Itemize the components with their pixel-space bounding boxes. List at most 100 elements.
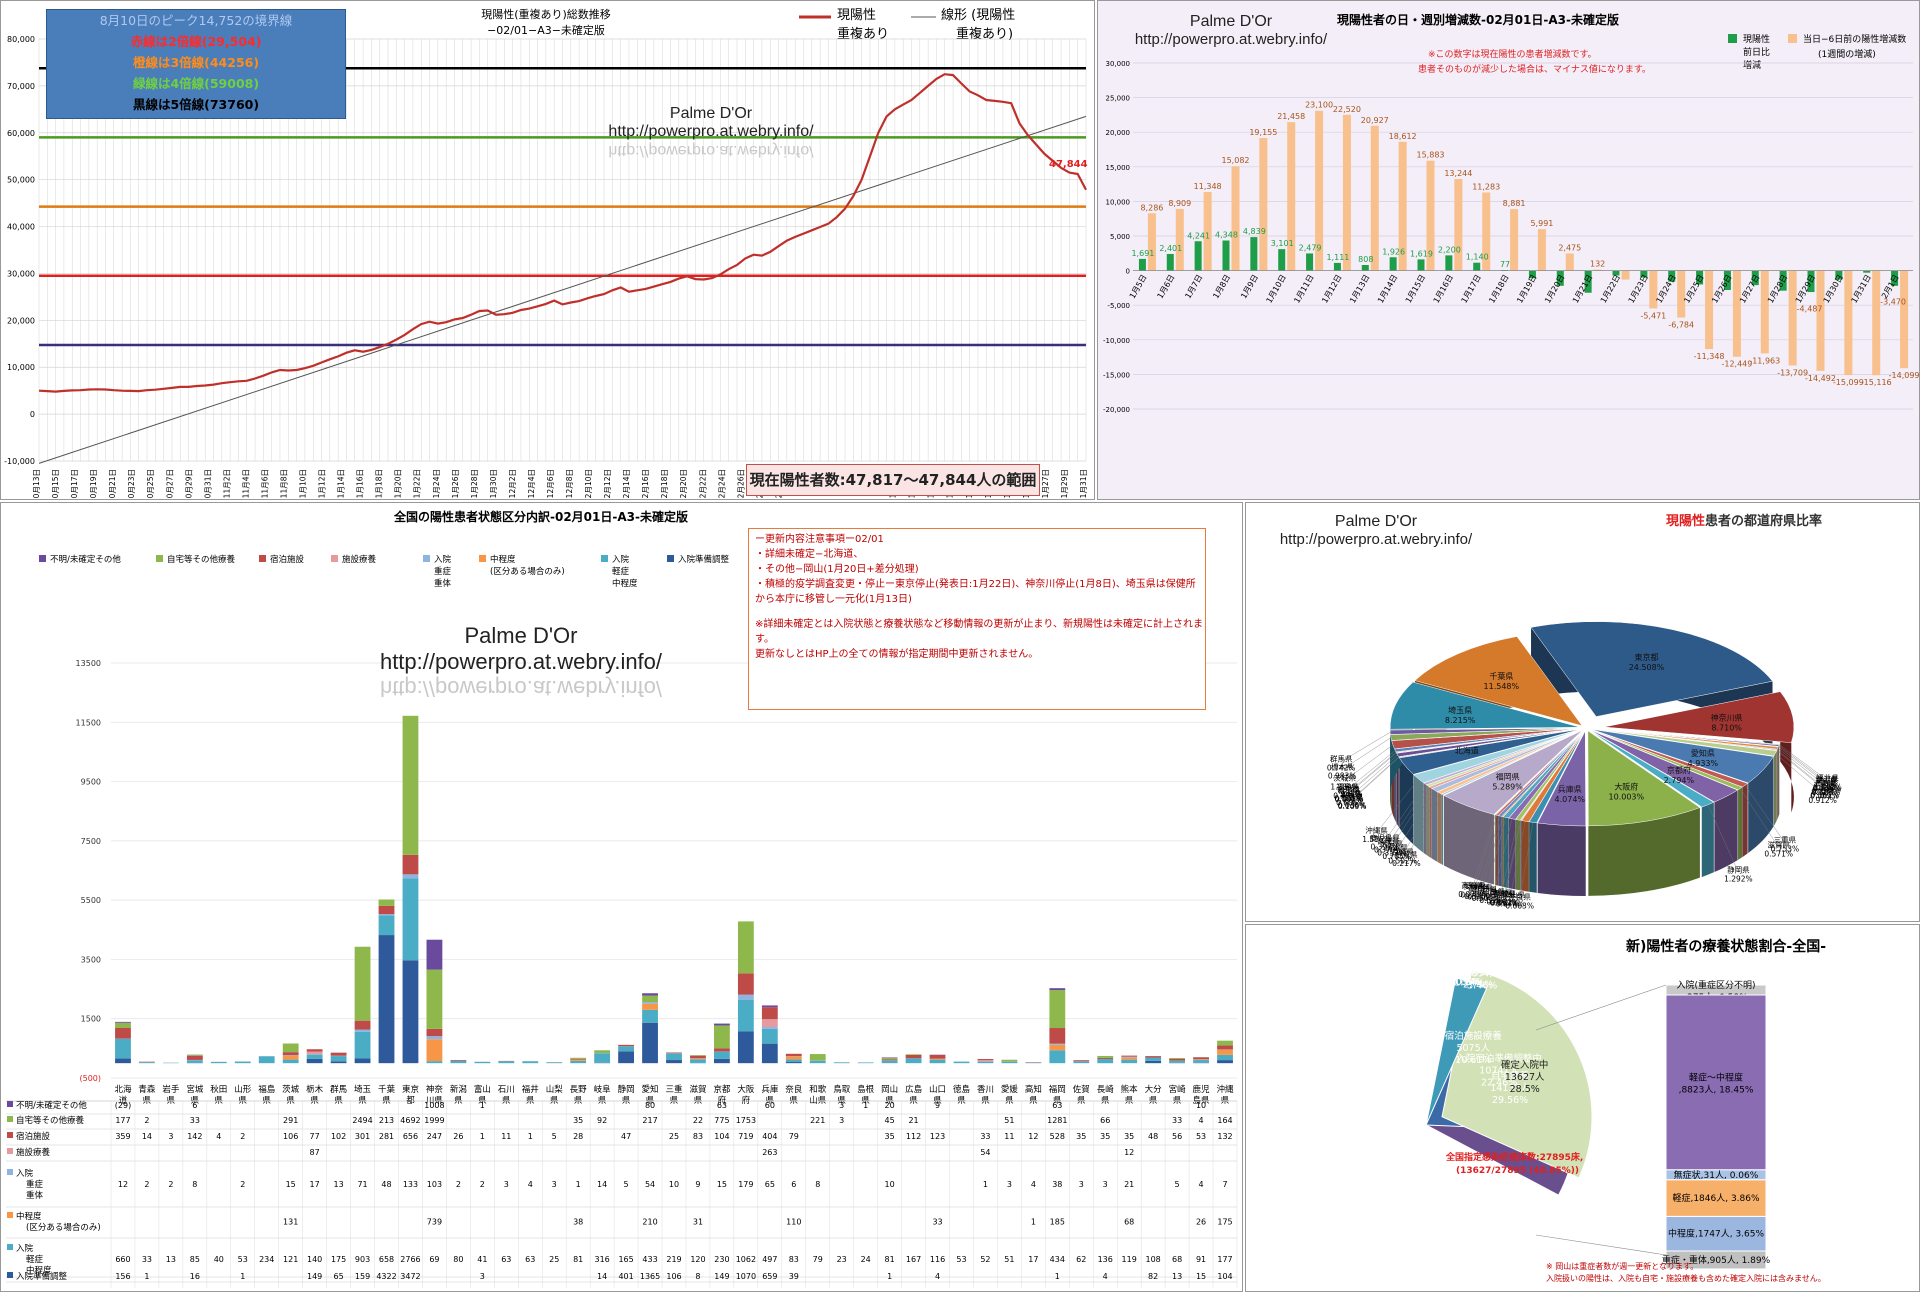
table-cell: 3 [504, 1180, 509, 1189]
table-cell: 120 [690, 1255, 705, 1264]
daily-change-bar [1361, 265, 1369, 271]
category-label: 愛知 [642, 1084, 659, 1095]
table-cell: 68 [1124, 1218, 1134, 1227]
weekly-change-bar [1593, 269, 1602, 271]
stack-segment [570, 1060, 587, 1064]
table-cell: 63 [1052, 1101, 1062, 1110]
stack-segment [115, 1038, 131, 1059]
table-cell: 38 [573, 1218, 583, 1227]
pie-label-value: 0.142% [1813, 782, 1842, 791]
legend-label: (区分ある場合のみ) [490, 566, 565, 577]
table-cell: 1281 [1047, 1116, 1067, 1125]
table-cell: 10 [1196, 1101, 1206, 1110]
x-tick-label: 1月22日 [1599, 273, 1622, 305]
table-cell: 4692 [400, 1116, 420, 1125]
table-cell: 5 [624, 1180, 629, 1189]
y-tick-label: 10,000 [1106, 198, 1131, 206]
table-cell: 219 [666, 1255, 681, 1264]
category-label: 東京 [402, 1084, 419, 1095]
table-cell: 291 [283, 1116, 298, 1125]
table-cell: 35 [885, 1132, 895, 1141]
category-label: 埼玉 [354, 1084, 372, 1095]
table-cell: 6 [791, 1180, 796, 1189]
category-label: 徳島 [953, 1084, 971, 1095]
pie-label-value: 0.052% [1490, 898, 1519, 907]
stack-segment [330, 1061, 347, 1064]
stack-segment [354, 1020, 371, 1030]
stack-segment [761, 1005, 778, 1008]
pie-slice-side [1773, 750, 1777, 826]
stack-segment [330, 1052, 347, 1056]
pie-slice-side [1701, 802, 1714, 878]
stack-segment [115, 1021, 131, 1023]
chart-note-1: ※この数字は現在陽性の患者増減数です。 [1428, 48, 1597, 60]
stack-segment [809, 1060, 826, 1064]
table-cell: 35 [1076, 1132, 1086, 1141]
treatment-status-pie-panel: 新)陽性者の療養状態割合-全国- 入院(重症区分不明),275人, 0.58%軽… [1245, 924, 1920, 1292]
weekly-change-label: 19,155 [1249, 128, 1277, 137]
table-cell: 110 [786, 1218, 801, 1227]
foot-note-1: ※ 岡山は重症者数が週一更新となります。 [1546, 1261, 1698, 1271]
pie-slice [1389, 681, 1581, 730]
stack-segment [354, 946, 371, 1021]
pie-slice-side [1431, 788, 1438, 862]
pie-label-value: 0.644% [1496, 900, 1525, 909]
y-tick-label: 5,000 [1110, 233, 1130, 241]
table-cell: 659 [762, 1272, 777, 1281]
table-cell: 26 [1196, 1218, 1206, 1227]
category-label: 石川 [498, 1085, 515, 1095]
x-tick-label: 1月18日 [1487, 273, 1510, 305]
legend-weekly-line2: (1週間の増減) [1818, 48, 1876, 60]
table-cell: 54 [645, 1180, 655, 1189]
pie-label: 確定入院中 [1501, 1059, 1549, 1071]
pie-label-value: 0.370% [1374, 846, 1403, 855]
pie-label-name: 岡山県 [1490, 888, 1513, 898]
stack-segment [378, 899, 395, 906]
stack-segment [306, 1058, 323, 1064]
pie-leader [1376, 778, 1419, 833]
legend-label: 宿泊施設 [270, 554, 305, 565]
table-cell: 1 [863, 1101, 868, 1110]
watermark: Palme D'Or http://powerpro.at.webry.info… [1251, 513, 1501, 548]
table-cell: 8 [192, 1180, 197, 1189]
table-cell: 12 [1124, 1148, 1134, 1157]
row-label: 入院準備調整 [16, 1271, 68, 1282]
stack-segment [282, 1052, 299, 1056]
category-label: 茨城 [282, 1084, 300, 1095]
daily-change-label: 808 [1358, 255, 1373, 264]
stack-segment [642, 1009, 658, 1023]
table-cell: 4 [1199, 1116, 1204, 1125]
table-cell: 719 [738, 1132, 753, 1141]
pie-label-value: 0.161% [1811, 790, 1840, 799]
x-tick-label: 10月29日 [184, 469, 193, 499]
table-cell: 41 [477, 1255, 487, 1264]
daily-weekly-change-panel: 現陽性者の日・週別増減数-02月01日-A3-未確定版 ※この数字は現在陽性の患… [1097, 0, 1920, 500]
table-cell: 14 [142, 1132, 152, 1141]
row-label: 軽症 [26, 1254, 44, 1265]
stack-segment [809, 1054, 826, 1061]
pie-leader [1778, 745, 1828, 783]
table-cell: 1070 [736, 1272, 756, 1281]
x-tick-label: 1月6日 [1156, 273, 1177, 300]
pie-slice-side [1441, 794, 1444, 866]
x-tick-label: 11月10日 [299, 469, 308, 499]
table-cell: 1999 [424, 1116, 444, 1125]
pie-label-name: 沖縄県 [1365, 825, 1388, 835]
table-cell: 10 [885, 1180, 895, 1189]
pie-label-value: 1.389% [1330, 783, 1359, 792]
y-tick-label: -15,000 [1103, 371, 1130, 379]
table-cell: 65 [334, 1272, 344, 1281]
legend-swatch [259, 555, 266, 562]
pie-label-value: 0.073% [1458, 890, 1487, 899]
stack-segment [378, 935, 395, 1064]
stack-segment [570, 1057, 587, 1059]
y-tick-label: 50,000 [7, 176, 35, 185]
pie-label-value: 0.111% [1467, 893, 1496, 902]
total-positive-line-chart: 現陽性(重複あり)総数推移 −02/01−A3−未確定版 現陽性 重複あり 線形… [4, 7, 1088, 499]
pie-leader [1778, 746, 1827, 784]
prefecture-stacked-bar-chart: 全国の陽性患者状態区分内訳-02月01日-A3-未確定版 不明/未確定その他 自宅… [6, 509, 1238, 1288]
x-tick-label: 10月25日 [146, 469, 155, 499]
weekly-change-bar [1231, 166, 1240, 271]
y-tick-label: 30,000 [7, 269, 35, 278]
category-label: 新潟 [450, 1084, 468, 1095]
